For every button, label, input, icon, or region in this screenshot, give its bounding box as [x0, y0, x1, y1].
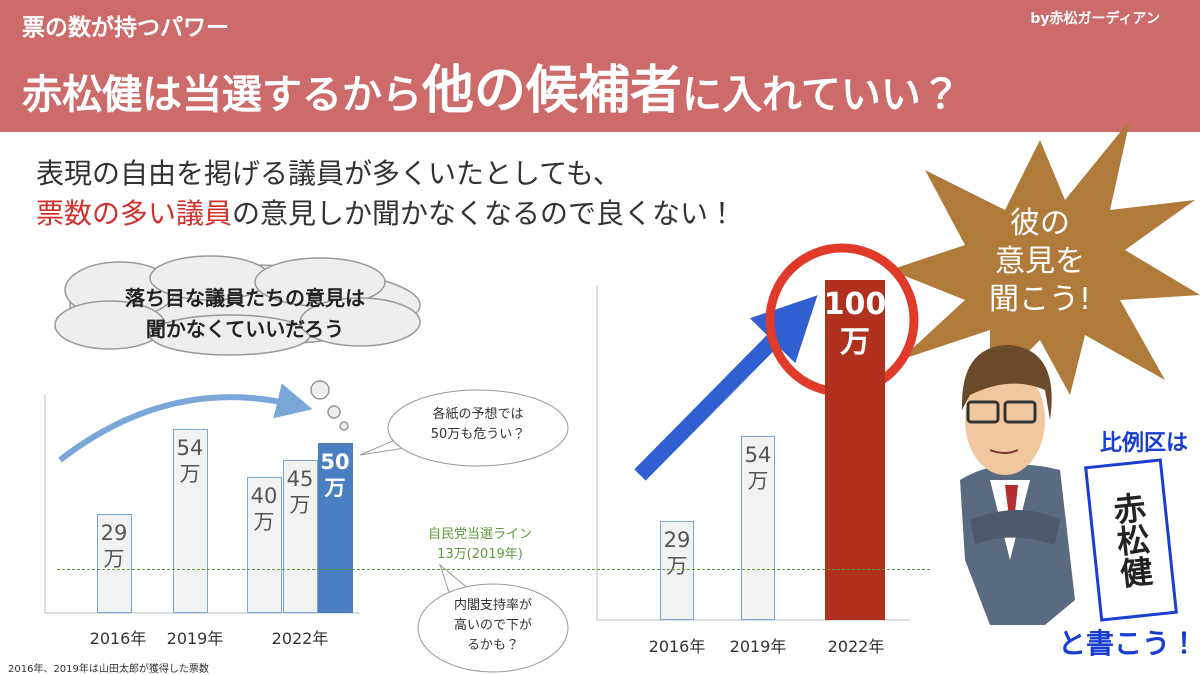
value-label: 54万: [176, 436, 204, 487]
title-emphasis: 他の候補者: [422, 61, 683, 121]
speech-bubble: [387, 389, 569, 467]
starburst: [890, 120, 1200, 395]
title: 赤松健は当選するから他の候補者に入れていい？: [22, 48, 961, 123]
thought-cloud: [54, 255, 421, 431]
x-tick-label: 2022年: [827, 637, 885, 656]
x-tick-label: 2022年: [271, 629, 329, 648]
forecast-text: 各紙の予想では 50万も危うい？: [430, 407, 526, 442]
lead-highlight: 票数の多い議員: [36, 197, 233, 230]
ballot-name: 赤松健: [1107, 490, 1155, 590]
bar: [660, 521, 694, 620]
value-label: 54万: [744, 443, 772, 494]
reference-label: 自民党当選ライン 13万(2019年): [427, 526, 532, 562]
bar: [246, 477, 282, 613]
bar: [282, 460, 318, 613]
value-label: 45万: [286, 467, 314, 517]
bar: [96, 514, 132, 613]
credit: by赤松ガーディアン: [1030, 11, 1160, 27]
title-part: 赤松健は当選するから: [22, 72, 422, 118]
trend-arrow: [634, 295, 818, 481]
lead-line: 表現の自由を掲げる議員が多くいたとしても、: [36, 157, 621, 190]
header-band: [0, 0, 1200, 132]
speech-bubble: [417, 583, 569, 673]
person-illustration: [960, 345, 1075, 625]
x-tick-label: 2019年: [166, 629, 224, 648]
ballot-box: 赤松健: [1084, 458, 1178, 622]
value-label: 100万: [823, 287, 887, 360]
value-label: 29万: [663, 528, 691, 579]
bar: [741, 436, 775, 620]
bar: [317, 443, 353, 613]
x-tick-label: 2019年: [729, 637, 787, 656]
lead-line: 票数の多い議員の意見しか聞かなくなるので良くない！: [36, 192, 736, 232]
value-label: 40万: [250, 484, 278, 534]
kicker: 票の数が持つパワー: [22, 15, 229, 41]
approval-text: 内閣支持率が 高いので下が るかも？: [453, 598, 532, 653]
thought-text: 落ち目な議員たちの意見は 聞かなくていいだろう: [125, 286, 365, 341]
x-tick-label: 2016年: [648, 637, 706, 656]
value-label: 50万: [320, 450, 350, 500]
trend-arrow: [58, 383, 313, 463]
title-part: に入れていい？: [682, 72, 961, 118]
burst-text: 彼の 意見を 聞こう!: [988, 206, 1092, 317]
bar: [825, 280, 885, 620]
lead-text: の意見しか聞かなくなるので良くない！: [232, 197, 737, 230]
ballot-suffix: と書こう！: [1058, 627, 1199, 660]
reference-line: [57, 568, 930, 570]
bar: [172, 429, 208, 613]
x-tick-label: 2016年: [89, 629, 147, 648]
ballot-prefix: 比例区は: [1100, 431, 1189, 456]
value-label: 29万: [100, 521, 128, 572]
footnote: 2016年、2019年は山田太郎が獲得した票数: [8, 664, 209, 675]
